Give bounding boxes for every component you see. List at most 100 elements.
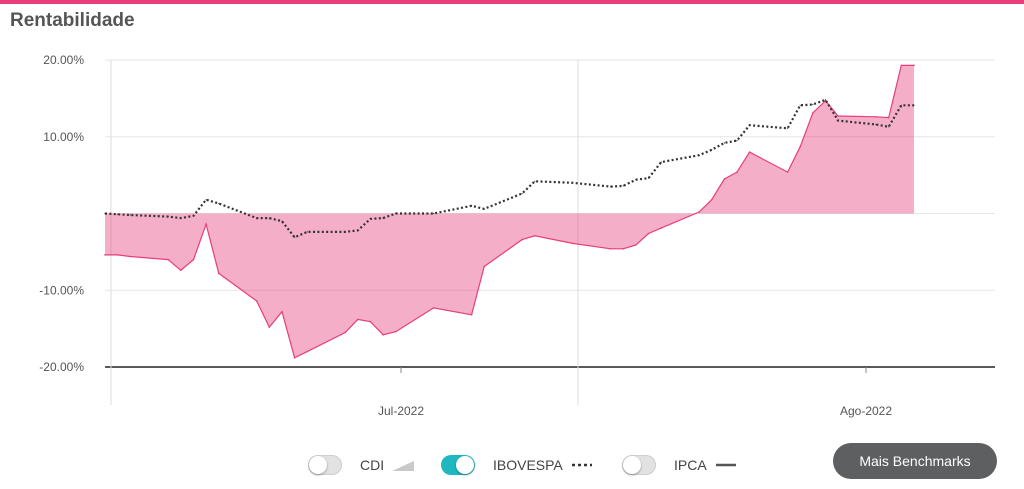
ibovespa-data-point xyxy=(749,124,751,126)
ibovespa-data-point xyxy=(294,236,296,238)
ibovespa-data-point xyxy=(205,199,207,201)
cdi-toggle[interactable] xyxy=(308,455,342,475)
ibovespa-data-point xyxy=(382,217,384,219)
area-data-point xyxy=(483,265,486,268)
area-data-point xyxy=(167,258,169,261)
ibovespa-data-point xyxy=(534,180,536,182)
ibovespa-data-point xyxy=(824,99,827,101)
ibovespa-data-point xyxy=(711,149,713,151)
legend-label-cdi: CDI xyxy=(360,457,385,473)
area-data-point xyxy=(812,112,814,114)
ibovespa-data-point xyxy=(344,231,346,233)
area-data-point xyxy=(723,178,726,180)
area-data-point xyxy=(218,272,220,275)
y-tick-label: -20.00% xyxy=(39,360,84,374)
ibovespa-toggle[interactable] xyxy=(441,455,475,475)
ibovespa-data-point xyxy=(723,142,726,144)
area-data-point xyxy=(104,254,106,256)
ibovespa-data-point xyxy=(433,212,435,215)
area-data-point xyxy=(635,244,637,246)
ibovespa-data-point xyxy=(736,140,738,142)
area-data-point xyxy=(116,254,119,256)
area-data-point xyxy=(647,232,650,235)
area-data-point xyxy=(736,171,738,173)
ibovespa-data-point xyxy=(812,103,814,106)
area-data-point xyxy=(293,357,296,359)
x-tick-label: Jul-2022 xyxy=(378,404,424,418)
ibovespa-data-point xyxy=(192,215,195,217)
rentabilidade-chart: 20.00% 10.00% -10.00% -20.00% Jul-2022 Ago-2… xyxy=(39,53,995,418)
area-data-point xyxy=(306,350,309,353)
ibovespa-data-point xyxy=(306,231,308,233)
area-data-point xyxy=(369,320,372,323)
ibovespa-data-point xyxy=(369,218,371,220)
area-data-point xyxy=(470,314,473,316)
ibovespa-data-point xyxy=(698,154,700,156)
x-tick-label: Ago-2022 xyxy=(840,404,892,418)
area-data-point xyxy=(382,334,384,336)
ibovespa-data-point xyxy=(471,205,473,207)
y-axis-ticks: 20.00% 10.00% -10.00% -20.00% xyxy=(39,53,84,374)
horizontal-gridlines xyxy=(105,59,995,368)
more-benchmarks-button[interactable]: Mais Benchmarks xyxy=(833,443,997,479)
area-data-point xyxy=(394,330,397,333)
toggle-knob xyxy=(309,456,327,474)
page-title: Rentabilidade xyxy=(10,10,135,31)
area-data-point xyxy=(875,116,877,118)
ibovespa-data-point xyxy=(256,217,258,219)
y-tick-label: 10.00% xyxy=(43,130,84,144)
ibovespa-data-point xyxy=(395,212,397,215)
dotted-line-icon xyxy=(571,463,592,467)
ibovespa-data-point xyxy=(483,208,485,210)
toggle-knob xyxy=(623,456,641,474)
area-data-point xyxy=(255,300,258,302)
area-data-point xyxy=(913,64,915,67)
ibovespa-data-point xyxy=(281,220,283,222)
ibovespa-data-point xyxy=(180,217,182,219)
legend-label-ibovespa: IBOVESPA xyxy=(493,457,563,473)
series-layer xyxy=(104,64,915,359)
area-data-point xyxy=(344,331,347,334)
area-data-point xyxy=(180,269,182,272)
area-data-point xyxy=(521,238,523,241)
ibovespa-data-point xyxy=(572,182,574,184)
ibovespa-data-point xyxy=(357,229,359,231)
area-data-point xyxy=(129,255,132,258)
ibovespa-data-point xyxy=(167,216,169,218)
area-data-point xyxy=(837,115,839,117)
ibovespa-data-point xyxy=(610,186,612,188)
ibovespa-data-point xyxy=(622,185,624,187)
ibovespa-data-point xyxy=(117,213,119,215)
area-data-point xyxy=(192,258,195,261)
area-data-point xyxy=(534,235,536,237)
solid-line-icon xyxy=(715,463,736,467)
ibovespa-data-point xyxy=(521,192,523,195)
legend-label-ipca: IPCA xyxy=(674,457,707,473)
area-data-point xyxy=(660,227,662,229)
y-tick-label: -10.00% xyxy=(39,283,84,297)
vertical-gridlines xyxy=(110,60,579,405)
top-accent-bar xyxy=(0,0,1024,4)
area-data-point xyxy=(571,242,574,245)
ibovespa-data-point xyxy=(900,104,902,106)
ibovespa-data-point xyxy=(660,161,662,163)
area-data-point xyxy=(357,318,359,321)
ibovespa-data-point xyxy=(268,217,270,219)
area-data-point xyxy=(900,64,903,67)
area-data-point xyxy=(622,248,624,250)
ibovespa-data-point xyxy=(888,126,890,128)
legend-item-ibovespa[interactable]: IBOVESPA xyxy=(441,453,593,477)
legend-item-ipca[interactable]: IPCA xyxy=(622,453,737,477)
ibovespa-data-point xyxy=(799,104,801,106)
legend-item-cdi[interactable]: CDI xyxy=(308,453,415,477)
area-fill xyxy=(105,65,914,358)
area-data-point xyxy=(786,171,789,173)
ibovespa-data-point xyxy=(129,214,131,216)
ibovespa-data-point xyxy=(218,202,220,205)
area-wedge-icon xyxy=(392,461,415,471)
area-data-point xyxy=(799,145,801,148)
area-data-point xyxy=(268,326,271,328)
ipca-toggle[interactable] xyxy=(622,455,656,475)
y-tick-label: 20.00% xyxy=(43,53,84,67)
toggle-knob xyxy=(456,456,474,474)
